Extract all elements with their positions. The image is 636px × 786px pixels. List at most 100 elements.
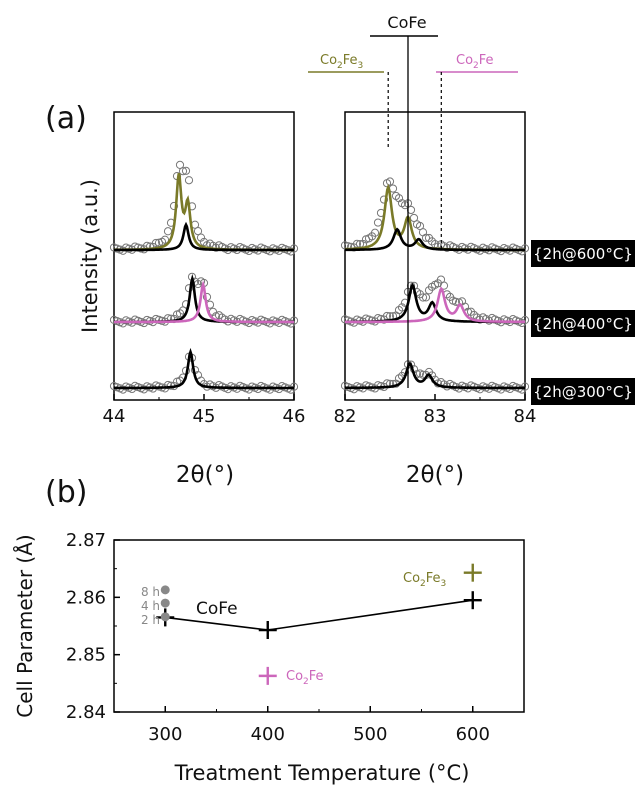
data-point xyxy=(265,319,275,328)
fit-curve-cofe xyxy=(344,361,525,390)
condition-label-600: {2h@600°C} xyxy=(533,245,633,263)
condition-label-300: {2h@300°C} xyxy=(533,383,633,401)
panel-a-right-plot: 82 83 84 xyxy=(334,111,537,427)
data-point xyxy=(385,177,395,186)
data-point xyxy=(418,228,428,237)
data-point xyxy=(196,233,206,242)
x-tick-label: 83 xyxy=(424,406,447,427)
data-point xyxy=(427,237,437,246)
data-point xyxy=(151,238,161,248)
duration-dot-2h xyxy=(160,612,170,622)
data-point xyxy=(286,385,296,394)
fit-curve-cofe xyxy=(114,221,294,252)
fit-curve-cofe xyxy=(114,347,294,390)
data-point xyxy=(169,201,179,211)
data-point xyxy=(181,166,191,175)
data-point xyxy=(265,385,275,394)
data-point xyxy=(223,385,233,394)
panel-b-plot: 300 400 500 600 2.84 2.85 2.86 2.87 xyxy=(66,530,525,745)
duration-label-2h: 2 h xyxy=(141,613,160,627)
data-point xyxy=(244,385,254,394)
data-point xyxy=(418,293,428,302)
fit-curve-cofe xyxy=(345,227,525,252)
x-tick-label: 45 xyxy=(193,406,216,427)
panel-a-left-frame xyxy=(113,111,295,401)
fit-curve-cofe xyxy=(345,282,525,324)
data-point xyxy=(520,315,530,325)
x-tick-label: 84 xyxy=(514,406,537,427)
data-point xyxy=(139,385,149,394)
right-2theta-label: 2θ(°) xyxy=(406,462,464,488)
data-point xyxy=(163,380,173,390)
intensity-axis-label: Intensity (a.u.) xyxy=(78,179,102,333)
panel-a-left-plot: 44 45 46 xyxy=(103,111,306,427)
condition-tag-600 xyxy=(531,240,635,267)
data-point xyxy=(451,297,461,306)
fit-curve-co2fe xyxy=(345,286,525,324)
b-y-tick-label: 2.87 xyxy=(66,530,106,551)
panel-b-frame xyxy=(113,539,525,713)
b-x-tick-label: 400 xyxy=(251,724,285,745)
x-tick-label: 82 xyxy=(334,406,357,427)
data-point xyxy=(349,385,359,394)
data-point xyxy=(517,385,527,394)
duration-label-4h: 4 h xyxy=(141,599,160,613)
condition-tags: {2h@600°C} {2h@400°C} {2h@300°C} xyxy=(531,240,635,405)
b-x-tick-label: 500 xyxy=(353,724,387,745)
phase-labels: CoFe Co2Fe3 Co2Fe xyxy=(308,13,518,73)
temperature-axis-label: Treatment Temperature (°C) xyxy=(174,761,470,785)
cofe-phase-label: CoFe xyxy=(387,13,426,32)
panel-a-label: (a) xyxy=(45,101,87,136)
b-y-tick-label: 2.85 xyxy=(66,645,106,666)
data-point xyxy=(289,316,299,325)
condition-label-400: {2h@400°C} xyxy=(533,315,633,333)
data-point xyxy=(421,233,431,242)
plus-marker-cofe xyxy=(463,591,482,610)
data-point xyxy=(370,228,380,237)
plus-marker-co2fe3 xyxy=(463,563,482,582)
b-y-tick-label: 2.86 xyxy=(66,587,106,608)
data-point xyxy=(496,385,506,394)
co2fe-series-label: Co2Fe xyxy=(286,669,324,687)
b-y-tick-label: 2.84 xyxy=(66,702,106,723)
cofe-series-label: CoFe xyxy=(196,599,238,619)
data-point xyxy=(175,309,185,318)
data-point xyxy=(517,247,527,256)
x-tick-label: 44 xyxy=(103,406,126,427)
co2fe3-series-label: Co2Fe3 xyxy=(403,571,446,589)
x-tick-label: 46 xyxy=(283,406,306,427)
panel-a-right-frame xyxy=(344,111,526,401)
data-point xyxy=(421,293,431,302)
duration-dot-4h xyxy=(160,598,170,608)
data-point xyxy=(520,244,530,253)
cell-parameter-axis-label: Cell Parameter (Å) xyxy=(13,534,37,717)
data-point xyxy=(373,218,383,227)
panel-b-label: (b) xyxy=(45,475,87,510)
left-2theta-label: 2θ(°) xyxy=(176,462,234,488)
data-point xyxy=(184,176,194,185)
data-point xyxy=(394,305,404,315)
b-x-tick-label: 300 xyxy=(148,724,182,745)
data-point xyxy=(379,195,389,204)
data-point xyxy=(265,247,275,256)
data-point xyxy=(118,319,128,328)
co2fe-phase-label: Co2Fe xyxy=(456,53,494,71)
data-point xyxy=(118,385,128,394)
data-point xyxy=(439,281,449,290)
data-point xyxy=(286,319,296,328)
b-x-tick-label: 600 xyxy=(456,724,490,745)
data-point xyxy=(160,235,170,244)
data-point xyxy=(163,227,173,236)
data-point xyxy=(289,244,299,253)
data-point xyxy=(193,227,203,236)
co2fe3-phase-label: Co2Fe3 xyxy=(320,53,363,71)
plus-marker-cofe xyxy=(258,621,277,640)
plus-marker-co2fe xyxy=(258,666,277,685)
fit-curve-co2fe xyxy=(114,280,294,324)
data-point xyxy=(286,247,296,256)
data-point xyxy=(475,385,485,394)
duration-dot-8h xyxy=(160,585,170,595)
condition-tag-300 xyxy=(531,378,635,405)
duration-label-8h: 8 h xyxy=(141,585,160,599)
condition-tag-400 xyxy=(531,310,635,337)
